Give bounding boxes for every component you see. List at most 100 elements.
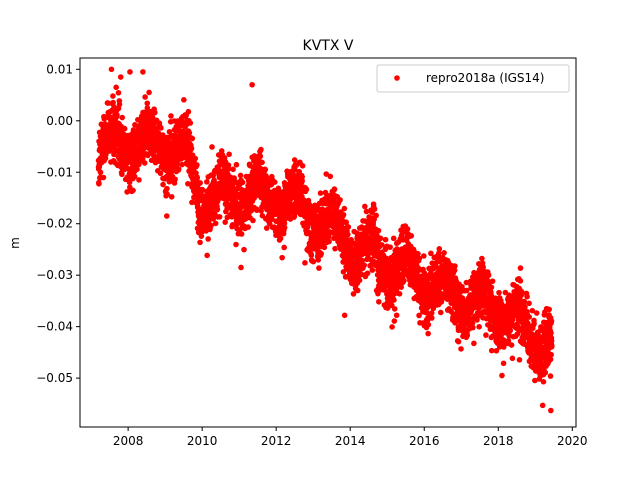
y-tick-label: 0.01 [46, 62, 73, 76]
data-point [533, 310, 540, 316]
data-point [489, 278, 496, 284]
data-point [517, 278, 524, 284]
data-point [547, 373, 554, 379]
data-point [188, 145, 195, 152]
data-point [281, 220, 288, 227]
data-point [159, 132, 166, 138]
data-point [189, 199, 195, 206]
data-point [341, 205, 348, 212]
data-point [117, 74, 124, 80]
y-tick-label: −0.05 [36, 371, 73, 385]
x-axis: 2008 2010 2012 2014 2016 2018 2020 [113, 427, 588, 448]
y-tick-label: −0.03 [36, 268, 73, 282]
data-point [303, 186, 310, 193]
data-point [361, 262, 368, 268]
data-point [113, 84, 119, 91]
data-point [428, 310, 435, 316]
data-point [110, 93, 116, 99]
data-point [214, 206, 221, 213]
data-point [341, 312, 348, 319]
data-point [197, 239, 203, 246]
data-point [455, 338, 462, 345]
legend-label: repro2018a (IGS14) [426, 71, 544, 85]
data-point [359, 257, 366, 264]
data-point [416, 312, 422, 319]
data-point [238, 231, 245, 237]
data-point [391, 306, 398, 312]
data-point [389, 324, 395, 330]
data-point [547, 356, 554, 363]
data-point [376, 298, 382, 305]
data-point [233, 161, 240, 168]
x-tick-label: 2020 [557, 434, 588, 448]
data-point [103, 151, 109, 158]
data-point [529, 307, 536, 314]
data-point [421, 253, 427, 259]
data-point [96, 180, 102, 187]
data-point [371, 206, 378, 212]
x-tick-label: 2010 [187, 434, 218, 448]
data-point [164, 191, 171, 198]
data-point [391, 318, 398, 324]
data-point [121, 126, 128, 132]
data-point [317, 190, 324, 196]
data-point [345, 224, 352, 230]
data-point [548, 351, 554, 358]
data-point [131, 173, 138, 180]
data-point [524, 293, 530, 300]
data-point [134, 166, 140, 173]
data-point [168, 113, 174, 119]
data-point [476, 324, 482, 330]
data-point [517, 265, 524, 271]
data-point [185, 180, 191, 187]
data-points [95, 66, 555, 414]
data-point [108, 114, 114, 121]
data-point [479, 255, 485, 262]
plot-area [79, 57, 577, 428]
data-point [398, 284, 405, 290]
data-point [401, 277, 407, 284]
data-point [521, 298, 528, 305]
data-point [548, 318, 555, 324]
data-point [141, 144, 148, 151]
data-point [451, 267, 458, 274]
data-point [417, 281, 423, 287]
data-point [234, 185, 241, 192]
data-point [126, 179, 133, 186]
data-point [436, 250, 442, 256]
data-point [470, 324, 476, 331]
data-point [250, 217, 256, 224]
data-point [198, 233, 205, 239]
y-tick-label: −0.04 [36, 320, 73, 334]
data-point [258, 146, 264, 153]
data-point [208, 222, 214, 229]
data-point [187, 120, 194, 126]
data-point [141, 160, 148, 166]
axes-frame [79, 57, 577, 428]
data-point [548, 330, 554, 336]
data-point [425, 330, 431, 337]
data-point [508, 342, 515, 348]
data-point [415, 250, 421, 257]
data-point [100, 174, 107, 181]
data-point [416, 255, 423, 262]
data-point [345, 231, 351, 238]
data-point [146, 89, 152, 96]
data-point [391, 297, 397, 303]
data-point [488, 284, 495, 291]
data-point [315, 257, 322, 263]
data-point [321, 244, 328, 251]
data-point [292, 167, 298, 173]
data-point [310, 258, 317, 265]
data-point [348, 236, 354, 243]
data-point [463, 287, 470, 294]
data-point [199, 187, 206, 194]
data-point [233, 241, 239, 248]
y-tick-label: −0.02 [36, 217, 73, 231]
data-point [499, 372, 505, 379]
data-point [337, 197, 343, 203]
data-point [253, 207, 260, 214]
data-point [215, 163, 222, 170]
data-point [343, 219, 349, 226]
